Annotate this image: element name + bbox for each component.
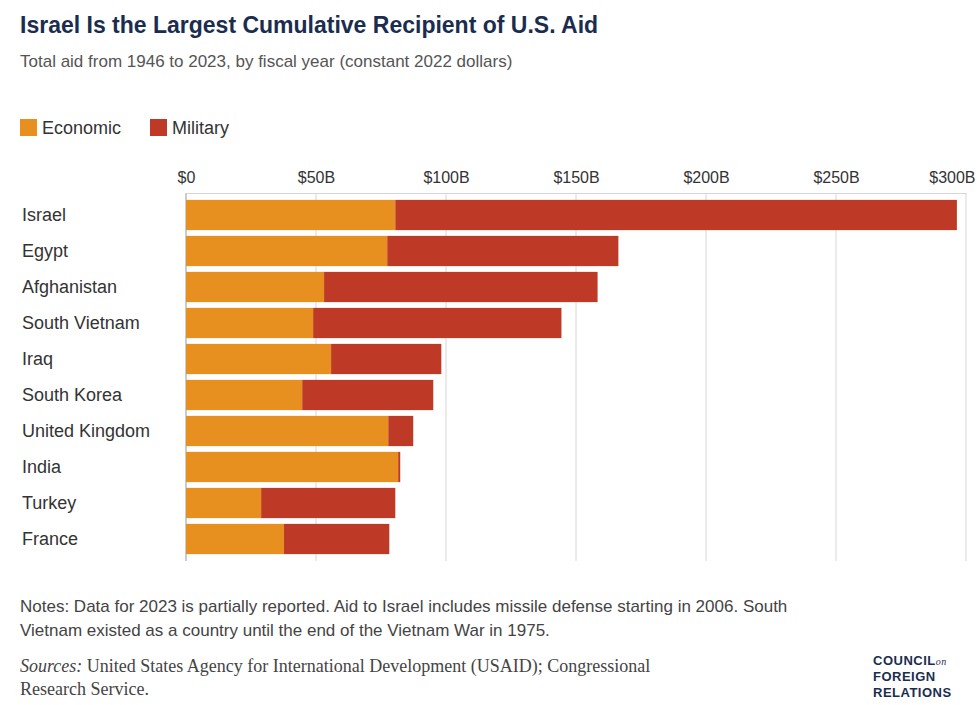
category-label: South Vietnam: [22, 313, 140, 333]
bar: [313, 308, 561, 338]
logo-line: COUNCILon: [873, 653, 947, 668]
bar: [284, 524, 389, 554]
grid: [186, 193, 966, 561]
bars: [186, 200, 957, 554]
logo: COUNCILonFOREIGNRELATIONS: [873, 653, 952, 700]
tick-label: $0: [178, 169, 196, 186]
bar: [302, 380, 433, 410]
chart: Israel Is the Largest Cumulative Recipie…: [0, 0, 977, 705]
legend: Economic Military: [20, 118, 229, 138]
category-label: Iraq: [22, 349, 53, 369]
logo-line: RELATIONS: [873, 685, 952, 700]
source: Sources: United States Agency for Intern…: [20, 656, 650, 677]
tick-label: $100B: [423, 169, 469, 186]
legend-label: Economic: [42, 118, 121, 138]
source-label: Sources:: [20, 656, 82, 676]
bar: [186, 488, 261, 518]
bar: [395, 200, 957, 230]
x-axis: $0 $50B $100B $150B $200B $250B $300B: [178, 169, 976, 194]
tick-label: $250B: [813, 169, 859, 186]
bar: [186, 200, 395, 230]
category-label: Egypt: [22, 241, 68, 261]
logo-word: COUNCIL: [873, 653, 936, 668]
category-label: Turkey: [22, 493, 76, 513]
category-label: South Korea: [22, 385, 123, 405]
title: Israel Is the Largest Cumulative Recipie…: [20, 12, 598, 38]
legend-label: Military: [172, 118, 229, 138]
tick-label: $300B: [929, 169, 975, 186]
category-label: India: [22, 457, 62, 477]
tick-label: $50B: [298, 169, 335, 186]
bar: [261, 488, 395, 518]
tick: $0: [178, 169, 196, 193]
category-label: United Kingdom: [22, 421, 150, 441]
bar: [387, 236, 618, 266]
bar: [398, 452, 400, 482]
tick: $250B: [813, 169, 859, 193]
y-axis: Israel Egypt Afghanistan South Vietnam Iraq S…: [22, 205, 150, 549]
tick: $150B: [553, 169, 599, 193]
grid-line: [836, 193, 837, 561]
source-text: United States Agency for International D…: [87, 656, 650, 677]
tick: $100B: [423, 169, 469, 193]
bar: [186, 380, 302, 410]
legend-swatch: [20, 119, 37, 136]
tick: $300B: [929, 169, 975, 193]
logo-word: on: [936, 656, 947, 667]
bar: [186, 272, 324, 302]
bar: [388, 416, 413, 446]
tick-label: $200B: [683, 169, 729, 186]
category-label: Israel: [22, 205, 66, 225]
category-label: France: [22, 529, 78, 549]
bar: [186, 308, 313, 338]
bar: [324, 272, 598, 302]
bar: [186, 236, 387, 266]
tick: $200B: [683, 169, 729, 193]
grid-line: [966, 193, 967, 561]
bar: [331, 344, 441, 374]
bar: [186, 416, 388, 446]
note: Vietnam existed as a country until the e…: [20, 621, 550, 640]
subtitle: Total aid from 1946 to 2023, by fiscal y…: [20, 52, 512, 71]
note: Notes: Data for 2023 is partially report…: [20, 597, 787, 616]
bar: [186, 524, 284, 554]
bar: [186, 344, 331, 374]
tick: $50B: [298, 169, 335, 193]
grid-line: [706, 193, 707, 561]
logo-line: FOREIGN: [873, 669, 936, 684]
source: Research Service.: [20, 679, 149, 699]
tick-label: $150B: [553, 169, 599, 186]
bar: [186, 452, 398, 482]
axis-line: [187, 193, 967, 194]
category-label: Afghanistan: [22, 277, 117, 297]
legend-swatch: [150, 119, 167, 136]
